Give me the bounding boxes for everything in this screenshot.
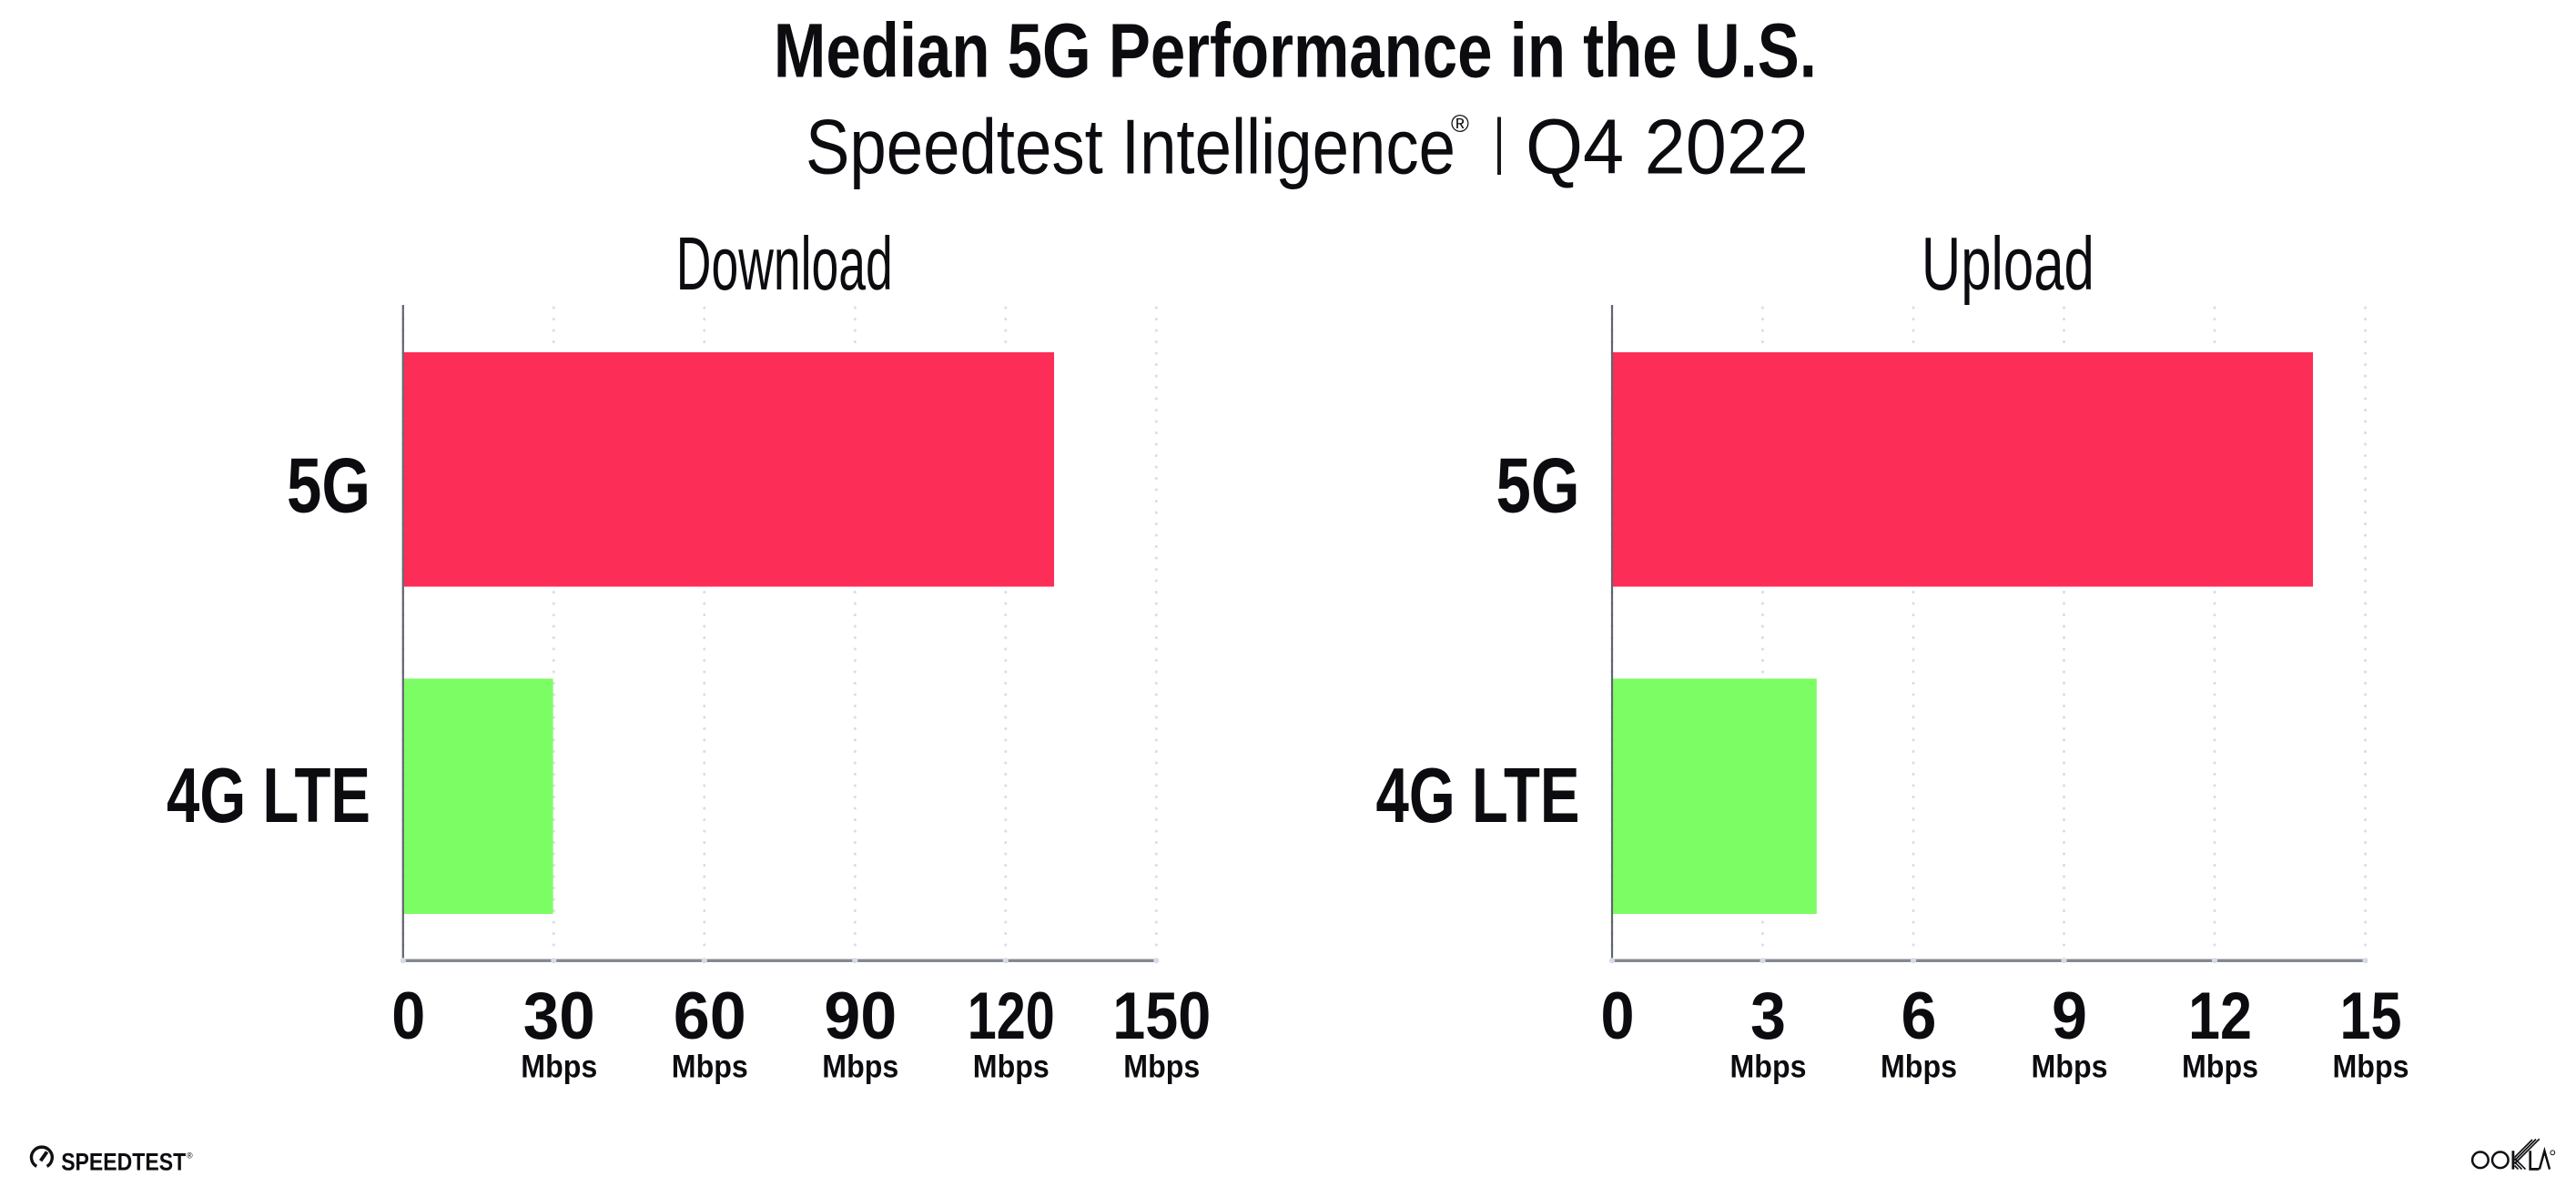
- svg-text:Mbps: Mbps: [2333, 1050, 2409, 1085]
- svg-text:SPEEDTEST: SPEEDTEST: [61, 1148, 186, 1175]
- svg-text:5G: 5G: [1496, 442, 1580, 529]
- svg-text:0: 0: [391, 979, 425, 1053]
- svg-text:0: 0: [1601, 979, 1635, 1053]
- svg-text:4G LTE: 4G LTE: [1376, 753, 1580, 839]
- svg-text:Mbps: Mbps: [822, 1050, 898, 1085]
- svg-text:5G: 5G: [287, 442, 370, 529]
- svg-text:15: 15: [2340, 979, 2402, 1053]
- svg-text:Speedtest Intelligence: Speedtest Intelligence: [806, 105, 1455, 191]
- svg-text:60: 60: [674, 979, 746, 1053]
- svg-text:6: 6: [1902, 979, 1937, 1053]
- svg-text:150: 150: [1112, 979, 1211, 1053]
- svg-text:Median 5G Performance in the U: Median 5G Performance in the U.S.: [774, 8, 1817, 94]
- svg-text:®: ®: [187, 1151, 193, 1161]
- svg-text:Mbps: Mbps: [1730, 1050, 1807, 1085]
- svg-text:Mbps: Mbps: [1881, 1050, 1957, 1085]
- svg-text:Mbps: Mbps: [2032, 1050, 2108, 1085]
- svg-text:3: 3: [1750, 979, 1786, 1053]
- svg-text:Mbps: Mbps: [2182, 1050, 2258, 1085]
- svg-text:Mbps: Mbps: [1123, 1050, 1200, 1085]
- svg-text:120: 120: [968, 979, 1055, 1053]
- svg-text:4G LTE: 4G LTE: [167, 753, 370, 839]
- svg-text:®: ®: [1451, 110, 1469, 137]
- svg-text:Mbps: Mbps: [973, 1050, 1050, 1085]
- svg-text:90: 90: [824, 979, 897, 1053]
- svg-text:Download: Download: [676, 221, 893, 306]
- svg-text:Mbps: Mbps: [521, 1050, 597, 1085]
- svg-text:12: 12: [2188, 979, 2252, 1053]
- svg-text:9: 9: [2052, 979, 2087, 1053]
- svg-text:Mbps: Mbps: [672, 1050, 748, 1085]
- svg-text:30: 30: [523, 979, 595, 1053]
- svg-text:Q4 2022: Q4 2022: [1526, 105, 1809, 191]
- svg-text:Upload: Upload: [1922, 221, 2094, 306]
